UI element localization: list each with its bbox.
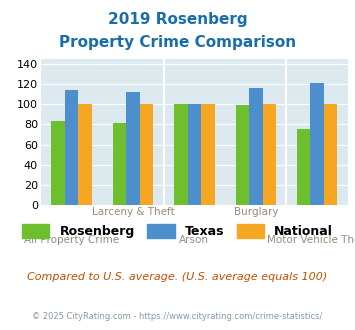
Bar <box>310 83 324 205</box>
Bar <box>51 121 65 205</box>
Text: Compared to U.S. average. (U.S. average equals 100): Compared to U.S. average. (U.S. average … <box>27 272 328 282</box>
Bar <box>235 106 249 205</box>
Text: 2019 Rosenberg: 2019 Rosenberg <box>108 12 247 26</box>
Bar <box>174 105 187 205</box>
Bar <box>140 105 153 205</box>
Text: Arson: Arson <box>179 235 209 245</box>
Bar <box>65 90 78 205</box>
Bar <box>297 129 310 205</box>
Bar <box>113 123 126 205</box>
Bar <box>187 105 201 205</box>
Text: © 2025 CityRating.com - https://www.cityrating.com/crime-statistics/: © 2025 CityRating.com - https://www.city… <box>32 312 323 321</box>
Legend: Rosenberg, Texas, National: Rosenberg, Texas, National <box>17 219 338 243</box>
Text: All Property Crime: All Property Crime <box>24 235 119 245</box>
Bar <box>201 105 215 205</box>
Bar <box>263 105 276 205</box>
Bar <box>249 88 263 205</box>
Text: Motor Vehicle Theft: Motor Vehicle Theft <box>267 235 355 245</box>
Bar <box>324 105 338 205</box>
Bar <box>126 92 140 205</box>
Bar <box>78 105 92 205</box>
Text: Property Crime Comparison: Property Crime Comparison <box>59 35 296 50</box>
